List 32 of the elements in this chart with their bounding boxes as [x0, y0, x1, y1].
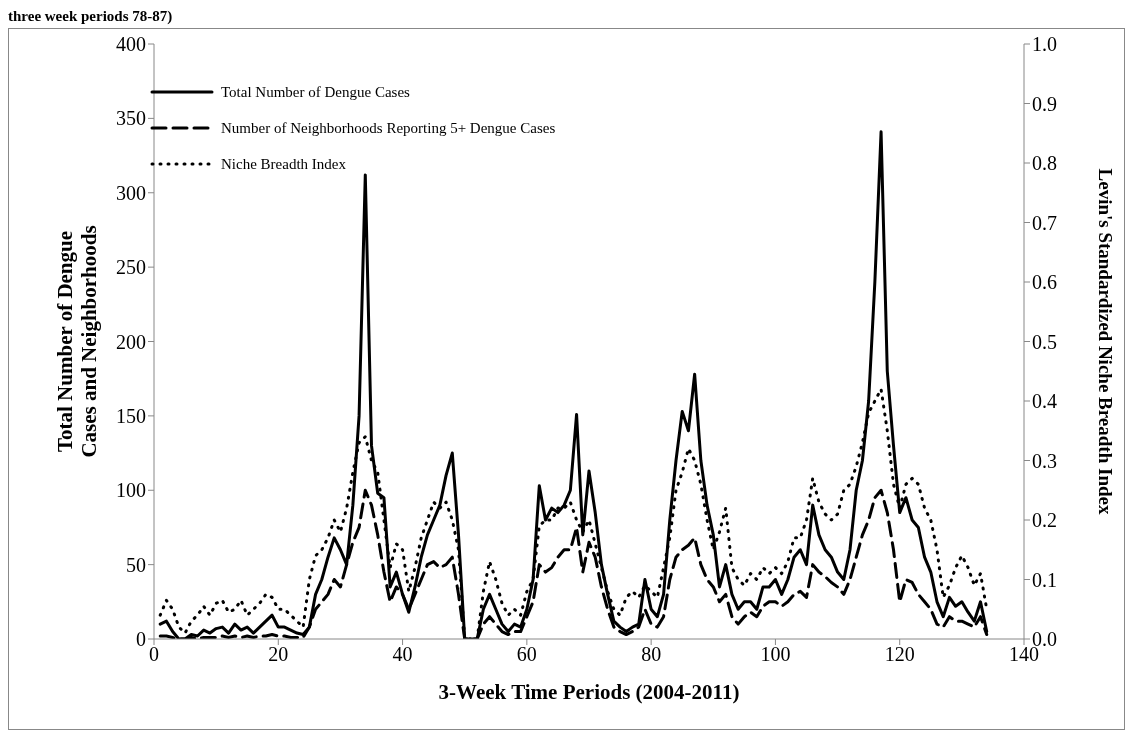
x-tick-label: 40 [392, 643, 413, 666]
y2-tick-label: 0.1 [1032, 568, 1057, 591]
y2-tick-label: 0.8 [1032, 152, 1057, 175]
y2-tick-label: 0.6 [1032, 271, 1057, 294]
y-tick-label: 150 [116, 404, 146, 427]
legend-label: Total Number of Dengue Cases [221, 83, 410, 101]
y2-tick-label: 0.7 [1032, 211, 1057, 234]
y2-tick-label: 0.4 [1032, 390, 1057, 413]
x-tick-label: 100 [760, 643, 791, 666]
legend-label: Number of Neighborhoods Reporting 5+ Dengue Cases [221, 119, 556, 137]
x-tick-label: 80 [641, 643, 662, 666]
x-tick-label: 120 [884, 643, 915, 666]
y2-tick-label: 0.9 [1032, 92, 1057, 115]
x-tick-label: 20 [268, 643, 289, 666]
y-tick-label: 350 [116, 107, 146, 130]
x-axis-title: 3-Week Time Periods (2004-2011) [438, 680, 740, 704]
y-tick-label: 100 [116, 479, 146, 502]
y-tick-label: 0 [136, 628, 146, 651]
y2-tick-label: 0.5 [1032, 330, 1057, 353]
legend-label: Niche Breadth Index [221, 155, 346, 173]
y-tick-label: 300 [116, 181, 146, 204]
y2-tick-label: 0.3 [1032, 449, 1057, 472]
x-tick-label: 60 [516, 643, 537, 666]
y-tick-label: 200 [116, 330, 146, 353]
y-axis-title: Total Number of Dengue Cases and Neighborhoods [53, 225, 101, 458]
y-tick-label: 50 [126, 553, 146, 576]
y2-tick-label: 0.2 [1032, 509, 1057, 532]
y2-axis-title: Levin's Standardized Niche Breadth Index [1095, 168, 1117, 515]
text: three week periods 78-87) [8, 8, 174, 26]
y-tick-label: 400 [116, 33, 146, 56]
y2-tick-label: 1.0 [1032, 33, 1057, 56]
y-tick-label: 250 [116, 256, 146, 279]
